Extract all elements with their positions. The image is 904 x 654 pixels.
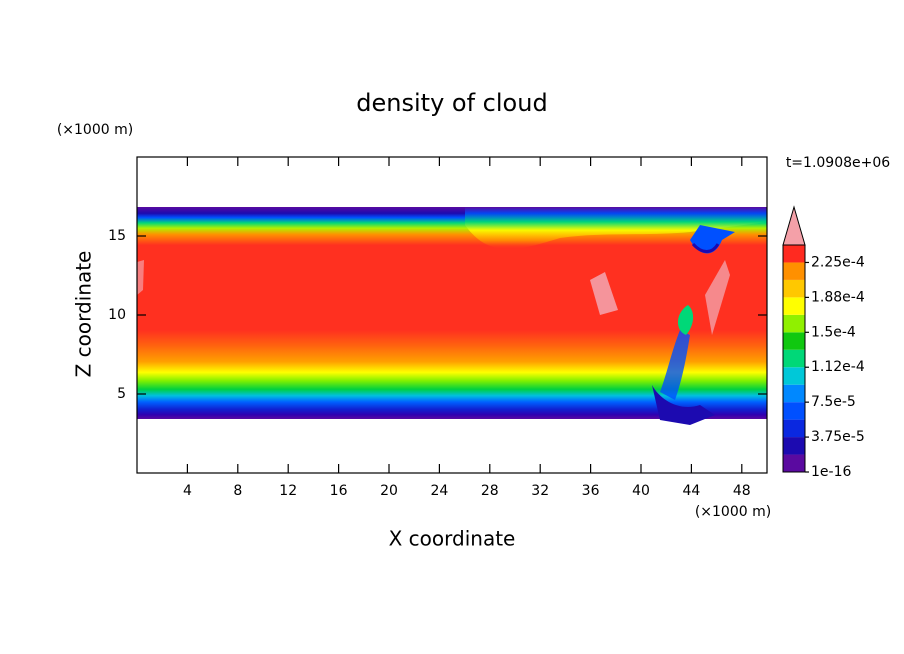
- colorbar-tick-label: 1.12e-4: [811, 359, 865, 375]
- x-axis-label: X coordinate: [389, 527, 516, 551]
- x-tick-label: 4: [183, 483, 192, 499]
- colorbar-tick-label: 1.5e-4: [811, 324, 856, 340]
- y-unit: (×1000 m): [57, 122, 133, 138]
- chart-title: density of cloud: [356, 89, 547, 117]
- colorbar-band: [783, 454, 805, 472]
- colorbar-frame: [782, 244, 806, 473]
- colorbar-band: [783, 245, 805, 263]
- colorbar-tick-label: 2.25e-4: [811, 254, 865, 270]
- colorbar-band: [783, 402, 805, 420]
- x-tick-label: 40: [632, 483, 650, 499]
- x-tick-label: 8: [233, 483, 242, 499]
- colorbar-band: [783, 419, 805, 438]
- y-tick-label: 10: [108, 307, 126, 323]
- colorbar-over: [782, 205, 806, 246]
- x-tick-label: 28: [481, 483, 499, 499]
- x-tick-label: 44: [682, 483, 700, 499]
- x-unit: (×1000 m): [695, 504, 771, 520]
- colorbar-tick-label: 7.5e-5: [811, 394, 856, 410]
- y-tick-label: 15: [108, 228, 126, 244]
- colorbar-band: [783, 297, 805, 315]
- x-tick-label: 24: [430, 483, 448, 499]
- colorbar-band: [783, 279, 805, 298]
- x-tick-label: 12: [279, 483, 297, 499]
- colorbar-band: [783, 332, 805, 350]
- colorbar-band: [783, 367, 805, 385]
- colorbar-tick-label: 1e-16: [811, 464, 851, 480]
- colorbar-band: [783, 384, 805, 403]
- x-tick-label: 20: [380, 483, 398, 499]
- x-tick-label: 32: [531, 483, 549, 499]
- x-tick-label: 36: [582, 483, 600, 499]
- colorbar-tick-label: 3.75e-5: [811, 429, 865, 445]
- colorbar-band: [783, 314, 805, 333]
- colorbar-band: [783, 349, 805, 368]
- colorbar-band: [783, 437, 805, 455]
- x-tick-label: 48: [733, 483, 751, 499]
- colorbar-band: [783, 262, 805, 280]
- y-tick-label: 5: [117, 386, 126, 402]
- y-axis-label: Z coordinate: [72, 251, 96, 378]
- field: [137, 207, 767, 425]
- x-tick-label: 16: [330, 483, 348, 499]
- colorbar-tick-label: 1.88e-4: [811, 289, 865, 305]
- time-label: t=1.0908e+06: [786, 155, 890, 171]
